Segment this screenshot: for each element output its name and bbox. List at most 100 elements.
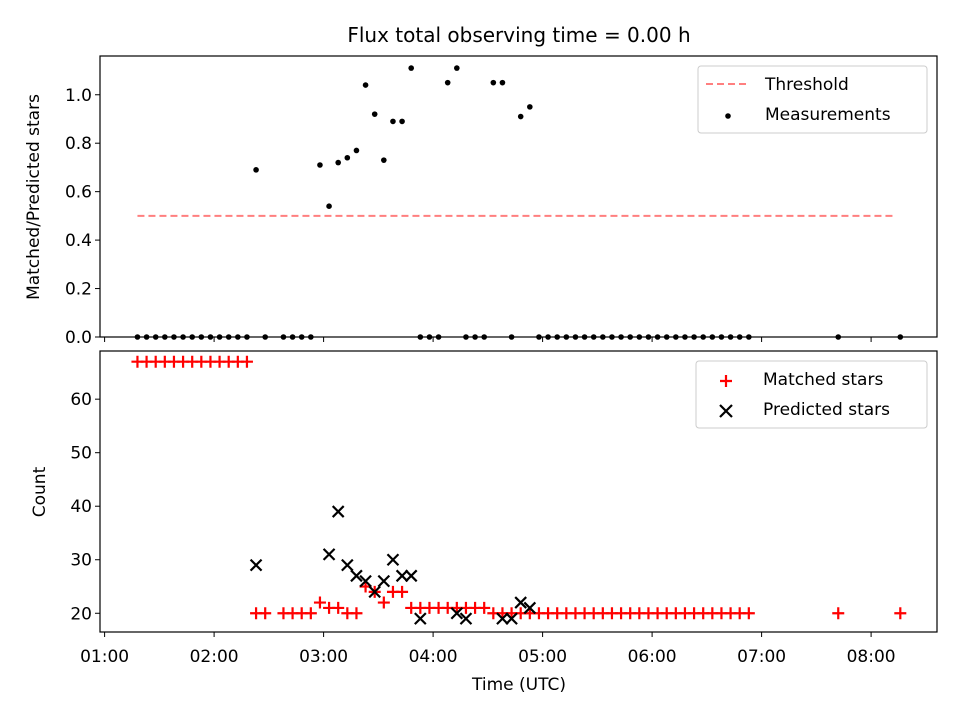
measurement-point (897, 334, 904, 340)
matched-star-point (478, 601, 491, 614)
legend-measurements-swatch (725, 113, 731, 119)
measurement-point (353, 147, 360, 154)
measurement-point (508, 334, 515, 340)
measurement-point (682, 334, 688, 340)
measurement-point (709, 334, 716, 340)
measurement-point (362, 82, 369, 88)
matched-star-point (832, 607, 845, 620)
matched-star-point (332, 601, 345, 614)
measurement-point (381, 157, 387, 163)
legend-matched-swatch (720, 375, 732, 387)
measurement-point (143, 334, 150, 340)
bottom-y-tick-label: 40 (70, 497, 92, 517)
measurement-point (390, 118, 396, 125)
measurement-point (408, 65, 415, 71)
predicted-star-point (359, 574, 372, 588)
legend-measurements-label: Measurements (765, 105, 891, 125)
measurement-point (308, 334, 314, 340)
measurement-point (317, 162, 323, 168)
predicted-star-point (523, 601, 537, 615)
top-y-tick-label: 0.2 (65, 280, 92, 300)
measurement-point (326, 203, 332, 209)
top-y-tick-label: 0.6 (65, 183, 92, 203)
bottom-y-axis-title: Count (30, 466, 50, 517)
measurement-point (216, 334, 223, 340)
predicted-star-point (404, 569, 418, 583)
measurement-point (527, 104, 533, 110)
legend-threshold-label: Threshold (764, 75, 849, 95)
x-tick-label: 02:00 (190, 647, 239, 667)
measurement-point (134, 334, 141, 340)
measurement-point (545, 334, 551, 340)
predicted-star-point (377, 574, 391, 588)
measurement-point (517, 113, 524, 120)
top-y-tick-label: 0.4 (65, 231, 92, 251)
top-panel: 0.0 0.2 0.4 0.6 0.8 1.0 Matched/Predicted sta… (24, 55, 938, 348)
x-tick-label: 01:00 (80, 647, 129, 667)
measurement-point (727, 334, 734, 340)
bottom-y-tick-label: 20 (70, 604, 92, 624)
measurement-point (426, 334, 433, 340)
measurement-point (673, 334, 679, 340)
matched-star-point (396, 585, 409, 598)
measurement-point (189, 334, 195, 340)
predicted-star-point (368, 585, 381, 599)
measurement-point (180, 334, 186, 340)
measurement-point (235, 334, 241, 340)
measurement-point (746, 334, 752, 340)
x-tick-label: 07:00 (737, 647, 786, 667)
predicted-star-point (459, 612, 473, 625)
legend-predicted-swatch (719, 404, 733, 418)
measurement-point (444, 79, 451, 86)
matched-star-point (259, 607, 272, 620)
measurement-point (636, 334, 643, 340)
bottom-panel: 20 30 40 50 60 01:00 02:00 03:00 04:00 05:00 06:0… (30, 350, 938, 695)
measurement-point (298, 334, 305, 340)
measurement-point (590, 334, 597, 340)
x-tick-label: 04:00 (409, 647, 458, 667)
chart-title: Flux total observing time = 0.00 h (347, 23, 690, 47)
measurement-point (171, 334, 177, 340)
matched-star-point (313, 596, 326, 609)
measurement-point (280, 334, 287, 340)
predicted-star-point (450, 606, 464, 620)
measurement-point (499, 79, 506, 86)
x-tick-label: 08:00 (847, 647, 896, 667)
measurement-point (609, 334, 615, 340)
measurement-point (335, 159, 342, 166)
measurement-point (198, 334, 205, 340)
measurement-point (371, 111, 378, 117)
measurement-point (645, 334, 652, 340)
measurement-point (554, 334, 560, 340)
top-y-axis-title: Matched/Predicted stars (24, 94, 44, 300)
matched-star-point (894, 607, 907, 620)
measurement-point (572, 334, 579, 340)
measurement-point (481, 334, 488, 340)
legend-matched-label: Matched stars (763, 370, 883, 390)
matched-star-point (377, 596, 390, 609)
predicted-star-point (505, 612, 518, 625)
measurement-point (417, 334, 424, 340)
measurement-point (663, 334, 670, 340)
bottom-legend-box (695, 360, 928, 429)
predicted-star-point (496, 612, 509, 625)
measurement-point (435, 334, 442, 340)
predicted-star-point (395, 569, 409, 583)
measurement-point (152, 334, 159, 340)
measurement-point (454, 65, 460, 71)
top-y-tick-label: 0.0 (65, 328, 92, 348)
predicted-star-point (341, 558, 354, 572)
x-axis-title: Time (UTC) (471, 675, 566, 695)
x-tick-label: 03:00 (299, 647, 348, 667)
top-y-tick-label: 1.0 (65, 86, 92, 106)
measurement-point (463, 334, 469, 340)
measurement-point (835, 334, 842, 340)
measurement-point (225, 334, 232, 340)
measurement-point (253, 167, 259, 173)
legend-predicted-label: Predicted stars (763, 400, 890, 420)
measurement-point (399, 118, 405, 125)
predicted-star-point (350, 569, 363, 583)
bottom-y-tick-label: 50 (70, 444, 92, 464)
predicted-star-point (322, 548, 336, 561)
measurement-point (627, 334, 633, 340)
